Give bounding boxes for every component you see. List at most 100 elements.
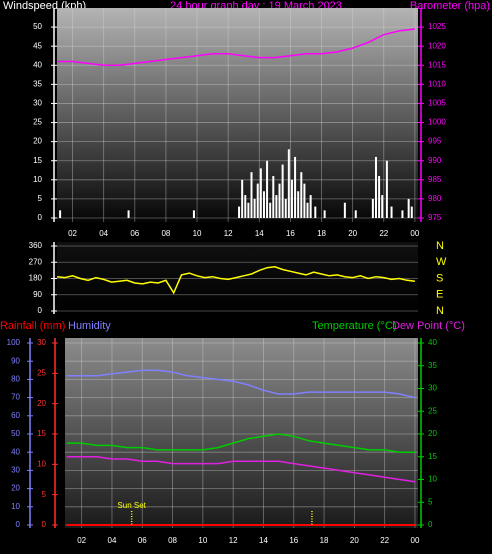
y3-tick-label: 40 — [11, 447, 20, 456]
bar — [284, 198, 287, 218]
chart-title: 24 hour graph day : 19 March 2023 — [170, 0, 342, 12]
y-tick-label: 0 — [38, 213, 43, 222]
y-tick-label: 40 — [33, 60, 42, 69]
x-tick-label: 12 — [224, 229, 233, 238]
bar — [272, 176, 275, 218]
y-tick-label: 10 — [37, 459, 46, 468]
y2-tick-label: 1015 — [428, 60, 446, 69]
y3-tick-label: 20 — [11, 484, 20, 493]
x-tick-label: 08 — [161, 229, 170, 238]
bar — [343, 202, 346, 218]
y2-tick-label: S — [436, 272, 443, 284]
series-line — [56, 266, 415, 295]
y2-tick-label: 20 — [428, 429, 437, 438]
y-tick-label: 35 — [33, 79, 42, 88]
y2-tick-label: 1000 — [428, 118, 446, 127]
y-tick-label: 0 — [38, 306, 43, 315]
legend-label: Dew Point (°C) — [392, 320, 465, 332]
y2-tick-label: N — [436, 305, 444, 317]
y-tick-label: 45 — [33, 41, 42, 50]
plot-area — [65, 338, 418, 528]
y2-tick-label: N — [436, 240, 444, 252]
bar — [192, 210, 195, 218]
y2-tick-label: 5 — [428, 497, 433, 506]
y2-tick-label: 985 — [428, 175, 442, 184]
bar — [306, 202, 309, 218]
series-line — [57, 28, 415, 67]
y-tick-label: 20 — [37, 399, 46, 408]
bar — [269, 202, 272, 218]
y3-tick-label: 10 — [11, 502, 20, 511]
x-tick-label: 22 — [380, 536, 389, 545]
legend-label: Temperature (°C) — [312, 320, 396, 332]
x-tick-label: 00 — [411, 536, 420, 545]
y-tick-label: 25 — [37, 368, 46, 377]
y-axis-label: Windspeed (kph) — [3, 0, 86, 12]
y2-tick-label: 25 — [428, 406, 437, 415]
y2-tick-label: 10 — [428, 475, 437, 484]
bar — [309, 195, 312, 218]
y-tick-label: 30 — [37, 338, 46, 347]
series-line — [66, 369, 416, 399]
y2-tick-label: E — [436, 289, 443, 301]
x-tick-label: 20 — [348, 229, 357, 238]
bar — [410, 206, 413, 218]
y2-tick-label: 0 — [428, 520, 433, 529]
x-tick-label: 02 — [68, 229, 77, 238]
bar — [238, 206, 241, 218]
bar — [266, 160, 269, 218]
bar — [59, 210, 62, 218]
y2-tick-label: 15 — [428, 452, 437, 461]
x-tick-label: 00 — [410, 229, 419, 238]
y3-tick-label: 90 — [11, 356, 20, 365]
y3-tick-label: 100 — [7, 338, 21, 347]
y3-tick-label: 70 — [11, 393, 20, 402]
bar — [127, 210, 130, 218]
bar — [287, 149, 290, 218]
bar — [401, 210, 404, 218]
y3-tick-label: 60 — [11, 411, 20, 420]
bar — [407, 198, 410, 218]
x-tick-label: 02 — [77, 536, 86, 545]
y2-tick-label: 1020 — [428, 41, 446, 50]
y-tick-label: 0 — [42, 520, 47, 529]
y-tick-label: 5 — [42, 490, 47, 499]
x-tick-label: 16 — [289, 536, 298, 545]
x-tick-label: 14 — [255, 229, 264, 238]
series-line — [66, 433, 415, 453]
x-tick-label: 04 — [108, 536, 117, 545]
x-tick-label: 10 — [193, 229, 202, 238]
plot-area — [57, 8, 418, 222]
y-tick-label: 180 — [29, 274, 43, 283]
bar — [323, 210, 326, 218]
y-tick-label: 25 — [33, 118, 42, 127]
x-tick-label: 22 — [379, 229, 388, 238]
y3-tick-label: 80 — [11, 375, 20, 384]
y2-tick-label: 1010 — [428, 79, 446, 88]
bar — [241, 179, 244, 218]
bar — [314, 206, 317, 218]
y-tick-label: 5 — [38, 194, 43, 203]
bar — [259, 168, 262, 218]
bar — [244, 195, 247, 218]
bar — [381, 195, 384, 218]
y3-tick-label: 0 — [16, 520, 21, 529]
y2-tick-label: W — [436, 256, 447, 268]
x-tick-label: 12 — [229, 536, 238, 545]
x-tick-label: 08 — [168, 536, 177, 545]
bar — [300, 172, 303, 218]
bar — [275, 195, 278, 218]
y3-tick-label: 30 — [11, 466, 20, 475]
bar — [294, 156, 297, 218]
bar — [374, 156, 377, 218]
y2-tick-label: 975 — [428, 213, 442, 222]
x-tick-label: 16 — [286, 229, 295, 238]
bar — [385, 160, 388, 218]
y2-tick-label: 1005 — [428, 99, 446, 108]
y2-tick-label: 30 — [428, 384, 437, 393]
x-tick-label: 06 — [138, 536, 147, 545]
legend-label: Humidity — [68, 320, 111, 332]
bar — [297, 191, 300, 218]
marker-label: Sun Set — [117, 501, 146, 510]
bar — [371, 198, 374, 218]
